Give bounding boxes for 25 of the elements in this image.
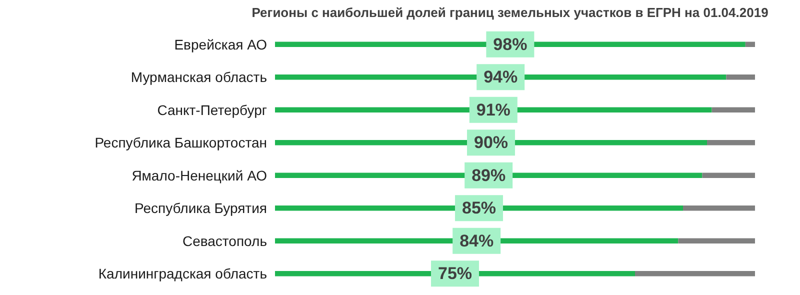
bar — [745, 42, 755, 47]
data-label: 84% — [460, 231, 494, 250]
data-label: 98% — [493, 34, 528, 54]
data-label: 91% — [476, 100, 510, 120]
bar — [712, 107, 755, 112]
y-tick-label: Республика Бурятия — [134, 200, 267, 216]
y-tick-label: Республика Башкортостан — [94, 134, 267, 151]
y-tick-label: Севастополь — [182, 232, 267, 249]
data-label: 89% — [472, 166, 506, 185]
bar — [683, 206, 755, 211]
data-label: 90% — [474, 133, 508, 152]
y-tick-label: Ямало-Ненецкий АО — [132, 167, 268, 184]
bar — [702, 172, 755, 178]
y-tick-label: Мурманская область — [130, 69, 267, 86]
bar — [726, 74, 755, 80]
data-label: 94% — [484, 68, 518, 87]
y-tick-label: Еврейская АО — [174, 36, 268, 52]
bar — [678, 238, 755, 244]
bar — [707, 140, 755, 146]
data-label: 85% — [462, 198, 496, 218]
bar — [635, 271, 755, 276]
y-tick-label: Санкт-Петербург — [157, 102, 267, 118]
chart-title: Регионы с наибольшей долей границ земельных участков в ЕГРН на 01.04.2019 — [250, 4, 770, 22]
y-tick-label: Калининградская область — [98, 266, 267, 282]
data-label: 75% — [438, 264, 472, 284]
